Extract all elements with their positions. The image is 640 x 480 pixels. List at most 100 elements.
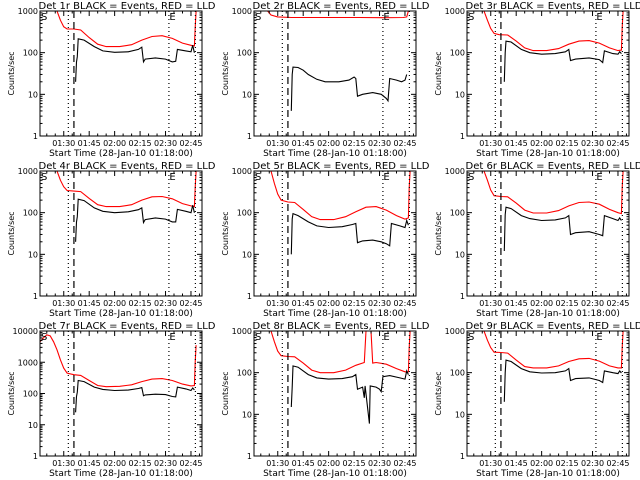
x-axis-label: Start Time (28-Jan-10 01:18:00): [476, 309, 620, 319]
start-marker-label: S: [255, 12, 261, 23]
series-line-events: [503, 40, 622, 82]
plot-frame: [466, 170, 630, 297]
y-tick-label: 100: [23, 390, 38, 399]
y-axis-label: Counts/sec: [221, 51, 230, 95]
start-marker-label: S: [468, 12, 474, 23]
chart-title: Det 6r BLACK = Events, RED = LLD: [466, 161, 640, 172]
x-axis-label: Start Time (28-Jan-10 01:18:00): [263, 309, 407, 319]
y-tick-label: 100: [450, 49, 465, 58]
y-tick-label: 1000: [18, 358, 38, 367]
x-tick-label: 02:30: [581, 459, 604, 468]
y-tick-label: 10000: [13, 327, 38, 336]
end-marker-label: E: [169, 12, 175, 23]
x-tick-label: 01:30: [266, 299, 289, 308]
x-tick-label: 01:30: [52, 139, 75, 148]
x-tick-label: 01:30: [479, 459, 502, 468]
x-tick-label: 02:00: [317, 139, 340, 148]
plot-frame: [253, 330, 417, 457]
y-axis-label: Counts/sec: [434, 211, 443, 255]
x-tick-label: 02:45: [606, 139, 629, 148]
y-tick-label: 1000: [445, 167, 465, 176]
y-axis-label: Counts/sec: [7, 51, 16, 95]
y-tick-label: 100: [237, 49, 252, 58]
start-marker-label: S: [41, 12, 47, 23]
x-tick-label: 02:30: [154, 299, 177, 308]
y-tick-label: 1: [33, 292, 38, 301]
x-tick-label: 02:45: [179, 299, 202, 308]
x-tick-label: 01:45: [78, 299, 101, 308]
plot-frame: [39, 10, 203, 137]
x-tick-label: 02:15: [556, 299, 579, 308]
y-axis-label: Counts/sec: [434, 371, 443, 415]
x-tick-label: 02:00: [317, 299, 340, 308]
series-line-events: [75, 379, 195, 413]
chart-title: Det 2r BLACK = Events, RED = LLD: [253, 1, 430, 12]
y-axis-label: Counts/sec: [7, 371, 16, 415]
series-group: [40, 334, 197, 413]
y-tick-label: 10: [242, 410, 252, 419]
series-line-events: [290, 365, 409, 424]
y-tick-label: 100: [450, 209, 465, 218]
x-tick-label: 02:15: [343, 459, 366, 468]
x-tick-label: 02:15: [129, 459, 152, 468]
x-tick-label: 02:45: [606, 459, 629, 468]
x-axis-label: Start Time (28-Jan-10 01:18:00): [263, 149, 407, 159]
y-tick-label: 100: [23, 209, 38, 218]
plot-frame: [253, 10, 417, 137]
start-marker-label: S: [468, 172, 474, 183]
start-marker-label: S: [255, 332, 261, 343]
y-tick-label: 1: [460, 132, 465, 141]
x-tick-label: 02:15: [129, 139, 152, 148]
end-marker-label: E: [596, 12, 602, 23]
y-tick-label: 10: [455, 90, 465, 99]
x-tick-label: 01:30: [52, 299, 75, 308]
x-tick-label: 01:45: [505, 459, 528, 468]
x-tick-label: 02:30: [368, 459, 391, 468]
x-tick-label: 02:00: [530, 459, 553, 468]
chart-title: Det 4r BLACK = Events, RED = LLD: [39, 161, 216, 172]
x-tick-label: 02:00: [530, 299, 553, 308]
x-tick-label: 01:45: [292, 299, 315, 308]
x-axis-label: Start Time (28-Jan-10 01:18:00): [263, 469, 407, 479]
x-axis-label: Start Time (28-Jan-10 01:18:00): [476, 149, 620, 159]
x-axis-label: Start Time (28-Jan-10 01:18:00): [476, 469, 620, 479]
y-tick-label: 1000: [232, 7, 252, 16]
y-tick-label: 10: [242, 250, 252, 259]
x-tick-label: 01:45: [505, 299, 528, 308]
y-tick-label: 1: [33, 452, 38, 461]
series-group: [270, 331, 411, 424]
x-tick-label: 01:45: [78, 459, 101, 468]
x-tick-label: 01:30: [266, 139, 289, 148]
x-tick-label: 02:15: [556, 139, 579, 148]
plot-frame: [39, 330, 203, 457]
series-line-events: [75, 38, 195, 82]
y-tick-label: 1: [460, 452, 465, 461]
x-tick-label: 01:30: [479, 139, 502, 148]
end-marker-label: E: [383, 172, 389, 183]
chart-title: Det 9r BLACK = Events, RED = LLD: [466, 321, 640, 332]
y-axis-label: Counts/sec: [434, 51, 443, 95]
x-tick-label: 01:45: [292, 139, 315, 148]
y-tick-label: 10: [28, 250, 38, 259]
y-tick-label: 1: [247, 132, 252, 141]
series-group: [483, 11, 624, 82]
x-tick-label: 02:45: [393, 459, 416, 468]
x-tick-label: 01:30: [479, 299, 502, 308]
y-tick-label: 1000: [232, 167, 252, 176]
series-group: [56, 11, 197, 82]
x-tick-label: 02:30: [368, 299, 391, 308]
y-axis-label: Counts/sec: [221, 211, 230, 255]
y-tick-label: 100: [237, 369, 252, 378]
y-tick-label: 1000: [445, 7, 465, 16]
chart-title: Det 1r BLACK = Events, RED = LLD: [39, 1, 216, 12]
series-line-lld: [270, 171, 411, 221]
x-tick-label: 01:45: [292, 459, 315, 468]
x-tick-label: 02:00: [103, 299, 126, 308]
y-tick-label: 10: [28, 421, 38, 430]
x-tick-label: 02:45: [393, 299, 416, 308]
series-line-lld: [483, 331, 624, 369]
